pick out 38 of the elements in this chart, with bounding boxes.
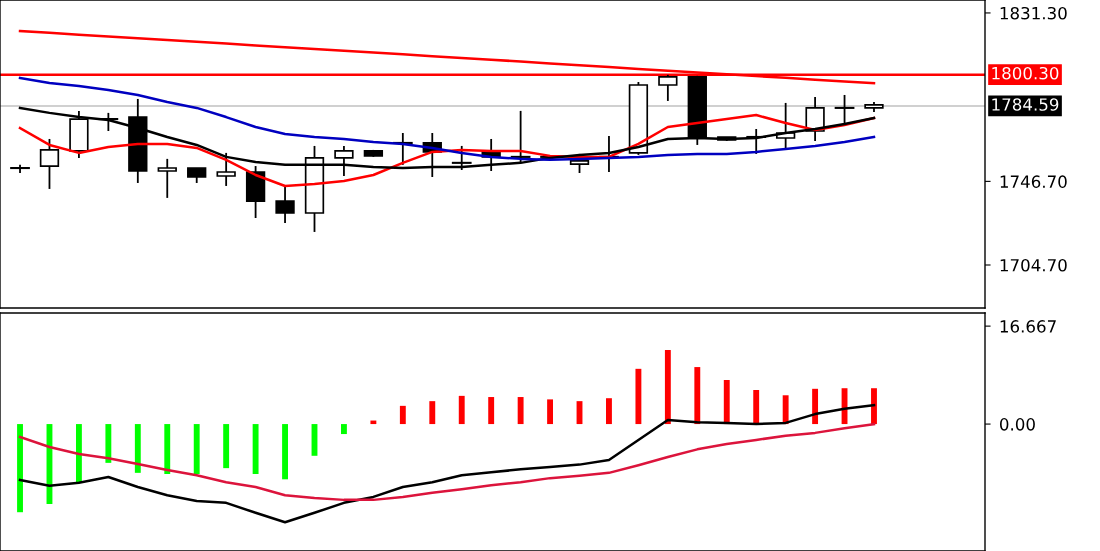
bar — [399, 405, 406, 425]
bar — [458, 395, 465, 425]
bar — [547, 399, 554, 425]
bar — [812, 388, 819, 425]
bar — [488, 397, 495, 425]
bar — [75, 424, 82, 483]
bar — [164, 424, 171, 475]
y-tick-label: 1704.70 — [1000, 258, 1067, 272]
y-tick-label: 1831.30 — [1000, 6, 1067, 20]
bar — [429, 401, 436, 425]
candlestick — [275, 184, 295, 224]
bar — [664, 350, 671, 425]
bar — [517, 397, 524, 425]
ref-line-label: 1784.59 — [992, 98, 1059, 111]
line-series — [18, 422, 876, 502]
y-tick-label: 16.667 — [1000, 320, 1056, 333]
bar — [223, 424, 230, 469]
candlestick — [157, 157, 177, 199]
bar — [134, 424, 141, 473]
bar — [782, 395, 789, 425]
bar — [282, 424, 288, 480]
y-tick-label: 1746.70 — [1000, 175, 1067, 188]
bar — [341, 424, 347, 435]
bar — [606, 398, 612, 425]
bar — [105, 424, 112, 463]
candlestick — [658, 73, 678, 102]
bar — [635, 368, 642, 425]
bar — [193, 424, 200, 475]
bar — [723, 379, 730, 425]
ref-line-label: 1800.30 — [992, 66, 1059, 80]
bar — [694, 367, 701, 425]
y-tick-label: 0.00 — [999, 418, 1035, 431]
bar — [17, 424, 23, 513]
bar — [753, 389, 760, 425]
line-series — [18, 404, 876, 524]
bar — [871, 388, 877, 425]
bar — [252, 424, 259, 475]
candlestick — [39, 138, 60, 190]
